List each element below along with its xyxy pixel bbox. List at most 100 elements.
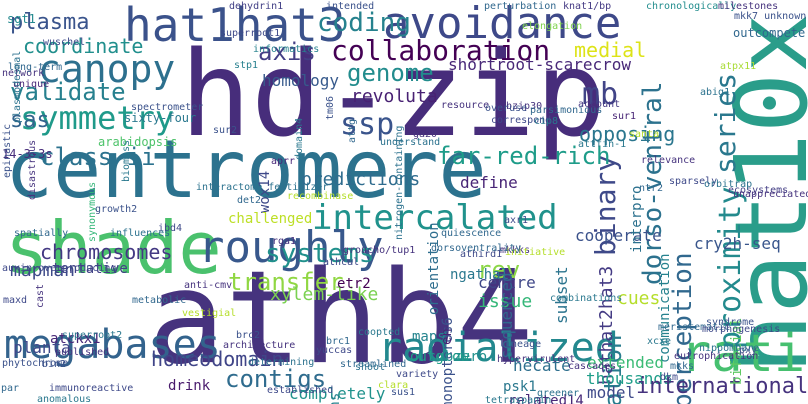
cloud-word: collaboration: [331, 34, 551, 67]
cloud-word: nitrogen-containing: [394, 125, 405, 240]
cloud-word: epinastic: [2, 123, 13, 178]
cloud-word: disastrous: [27, 139, 38, 200]
cloud-word: relevance: [641, 155, 696, 166]
cloud-word: anomalous: [37, 394, 92, 404]
cloud-word: immunoreactive: [49, 383, 134, 394]
cloud-word: account: [578, 99, 621, 110]
cloud-word: canopy: [38, 47, 176, 91]
cloud-word: thousands: [586, 369, 673, 388]
cloud-word: orientation: [426, 222, 442, 315]
cloud-word: etr2: [337, 276, 371, 292]
cloud-word: mkks: [670, 361, 695, 372]
cloud-word: hat1hat3: [124, 0, 346, 52]
cloud-word: athb4: [148, 244, 534, 393]
cloud-word: maps: [412, 329, 446, 345]
cloud-word: ssp: [340, 107, 395, 142]
cloud-word: published: [55, 347, 110, 358]
cloud-word: understand: [380, 137, 441, 148]
cloud-word: international: [636, 374, 808, 399]
cloud-word: outgrow: [410, 349, 470, 365]
cloud-word: avoidance: [383, 0, 622, 49]
cloud-word: spectrometer: [131, 102, 204, 113]
cloud-word: interpro: [629, 185, 645, 253]
cloud-word: sur1: [612, 111, 637, 122]
cloud-word: cast: [35, 283, 46, 308]
cloud-word: superroot1: [220, 28, 281, 39]
cloud-word: extended: [587, 353, 665, 372]
cloud-word: opposing: [579, 122, 676, 146]
cloud-word: centromere: [5, 123, 487, 216]
cloud-word: shortroot-scarecrow: [448, 55, 632, 74]
cloud-word: biomass: [121, 139, 132, 182]
cloud-word: shoot: [355, 362, 386, 373]
cloud-word: domain4: [294, 117, 305, 160]
cloud-word: plasma: [10, 10, 90, 35]
cloud-word: architecture: [223, 340, 296, 351]
cloud-word: resource: [441, 100, 490, 111]
cloud-word: axis: [258, 38, 316, 66]
cloud-word: challenged: [228, 211, 313, 227]
cloud-word: streamlined: [340, 359, 407, 370]
cloud-word: tetraspanin: [485, 395, 552, 404]
cloud-word: sas: [10, 108, 50, 133]
cloud-word: medial: [574, 38, 647, 62]
cloud-word: superroot2: [62, 330, 123, 341]
cloud-word: groucho/tup1: [343, 245, 416, 256]
cloud-word: vestigial: [182, 308, 237, 319]
cloud-word: class-ii: [40, 143, 156, 171]
cloud-word: revoluta: [351, 86, 438, 107]
cloud-word: atckx1: [50, 331, 101, 347]
cloud-word: mapman: [10, 260, 76, 281]
cloud-word: meristematic: [658, 322, 731, 333]
cloud-word: ibd4: [158, 223, 183, 234]
cloud-word: athird1: [460, 249, 503, 260]
cloud-word: stp1: [234, 60, 259, 71]
cloud-word: parsimonious: [530, 105, 603, 116]
cloud-word: ga20: [413, 129, 438, 140]
cloud-word: contigs: [225, 365, 327, 393]
cloud-word: hecate: [513, 356, 571, 375]
cloud-word: coordinate: [23, 34, 144, 58]
cloud-word: determining: [248, 357, 315, 368]
cloud-word: cip8: [534, 116, 559, 127]
cloud-word: morphogenesis: [702, 324, 781, 335]
cloud-word: define: [460, 173, 518, 192]
cloud-word: axr1: [504, 215, 529, 226]
cloud-word: coopted: [358, 327, 401, 338]
cloud-word: rev: [477, 256, 521, 284]
cloud-word: bzip30: [506, 101, 543, 112]
cloud-word: clara: [378, 380, 409, 391]
cloud-word: model: [587, 383, 636, 402]
cloud-word: chromosomes: [40, 240, 173, 264]
cloud-word: transfer: [228, 268, 344, 296]
cloud-word: tentative: [52, 261, 128, 277]
cloud-word: overuse: [485, 103, 528, 114]
cloud-word: cascades: [568, 361, 617, 372]
cloud-word: ecosystems: [728, 185, 789, 196]
cloud-word: yuccas: [316, 345, 353, 356]
cloud-word: radialized: [378, 325, 619, 371]
cloud-word: sus1: [391, 387, 416, 398]
cloud-word: symmetry: [20, 99, 175, 137]
cloud-word: bin2: [42, 359, 67, 370]
cloud-word: greener: [537, 388, 580, 399]
cloud-word: wuschel: [43, 37, 86, 48]
cloud-word: influences: [110, 228, 171, 239]
cloud-word: xcxe: [647, 336, 672, 347]
cloud-word: pxy: [739, 345, 758, 356]
cloud-word: initiative: [505, 247, 566, 258]
cloud-word: issue: [478, 291, 533, 312]
cloud-word: established: [267, 385, 334, 396]
cloud-word: ratio: [680, 324, 808, 384]
cloud-word: spatially: [14, 228, 69, 239]
cloud-word: brc1: [326, 336, 351, 347]
cloud-word: santa: [629, 129, 660, 140]
cloud-word: homology: [262, 71, 340, 90]
cloud-word: ngathal: [450, 267, 510, 283]
cloud-word: eutrophication: [674, 351, 759, 362]
cloud-word: completely: [289, 384, 386, 403]
cloud-word: centre: [478, 273, 536, 292]
cloud-word: cry2h-seq: [694, 234, 781, 253]
cloud-word: intended: [326, 1, 375, 12]
